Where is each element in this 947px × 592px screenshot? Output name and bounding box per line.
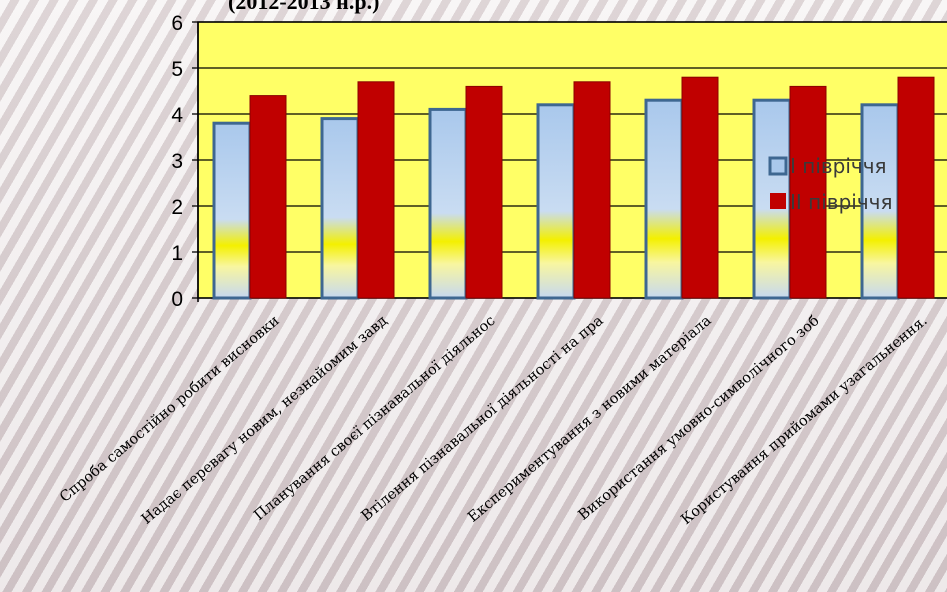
bar-series2: [357, 81, 395, 299]
bar-series1: [428, 107, 468, 300]
legend-swatch-series1: [768, 156, 788, 176]
chart-title: (2012-2013 н.р.): [228, 0, 380, 14]
legend-label-series2: ІІ півріччя: [790, 190, 893, 214]
bar-series2: [465, 85, 503, 299]
y-tick-label: 6: [171, 12, 183, 35]
y-tick-label: 3: [171, 150, 183, 173]
bar-series2: [249, 95, 287, 299]
y-tick-label: 2: [171, 196, 183, 219]
x-category-label: Користування прийомами узагальнення.: [678, 313, 930, 528]
x-category-label: Експериментування з новими матеріала: [465, 313, 715, 526]
y-tick-label: 4: [171, 104, 183, 127]
legend-label-series1: І півріччя: [790, 154, 887, 178]
y-tick-label: 0: [171, 288, 183, 311]
bar-series2: [573, 81, 611, 299]
bar-series1: [536, 103, 576, 300]
x-category-label: Планування своєї пізнавальної діяльнос: [251, 313, 498, 524]
y-tick-label: 1: [171, 242, 183, 265]
bar-series2: [897, 76, 935, 299]
bar-series2: [789, 85, 827, 299]
x-category-label: Використання умовно-символічного зоб: [576, 313, 823, 524]
x-category-label: Втілення пізнавальної діяльності на пра: [359, 313, 607, 525]
x-category-label: Спроба самостійно робити висновки: [57, 313, 282, 506]
legend-swatch-series2: [770, 193, 786, 209]
bar-series1: [212, 121, 252, 300]
y-tick-label: 5: [171, 58, 183, 81]
bar-series2: [681, 76, 719, 299]
bar-series1: [644, 98, 684, 300]
bar-series1: [320, 117, 360, 300]
x-category-label: Надає перевагу новим, незнайомим завд: [139, 313, 391, 528]
